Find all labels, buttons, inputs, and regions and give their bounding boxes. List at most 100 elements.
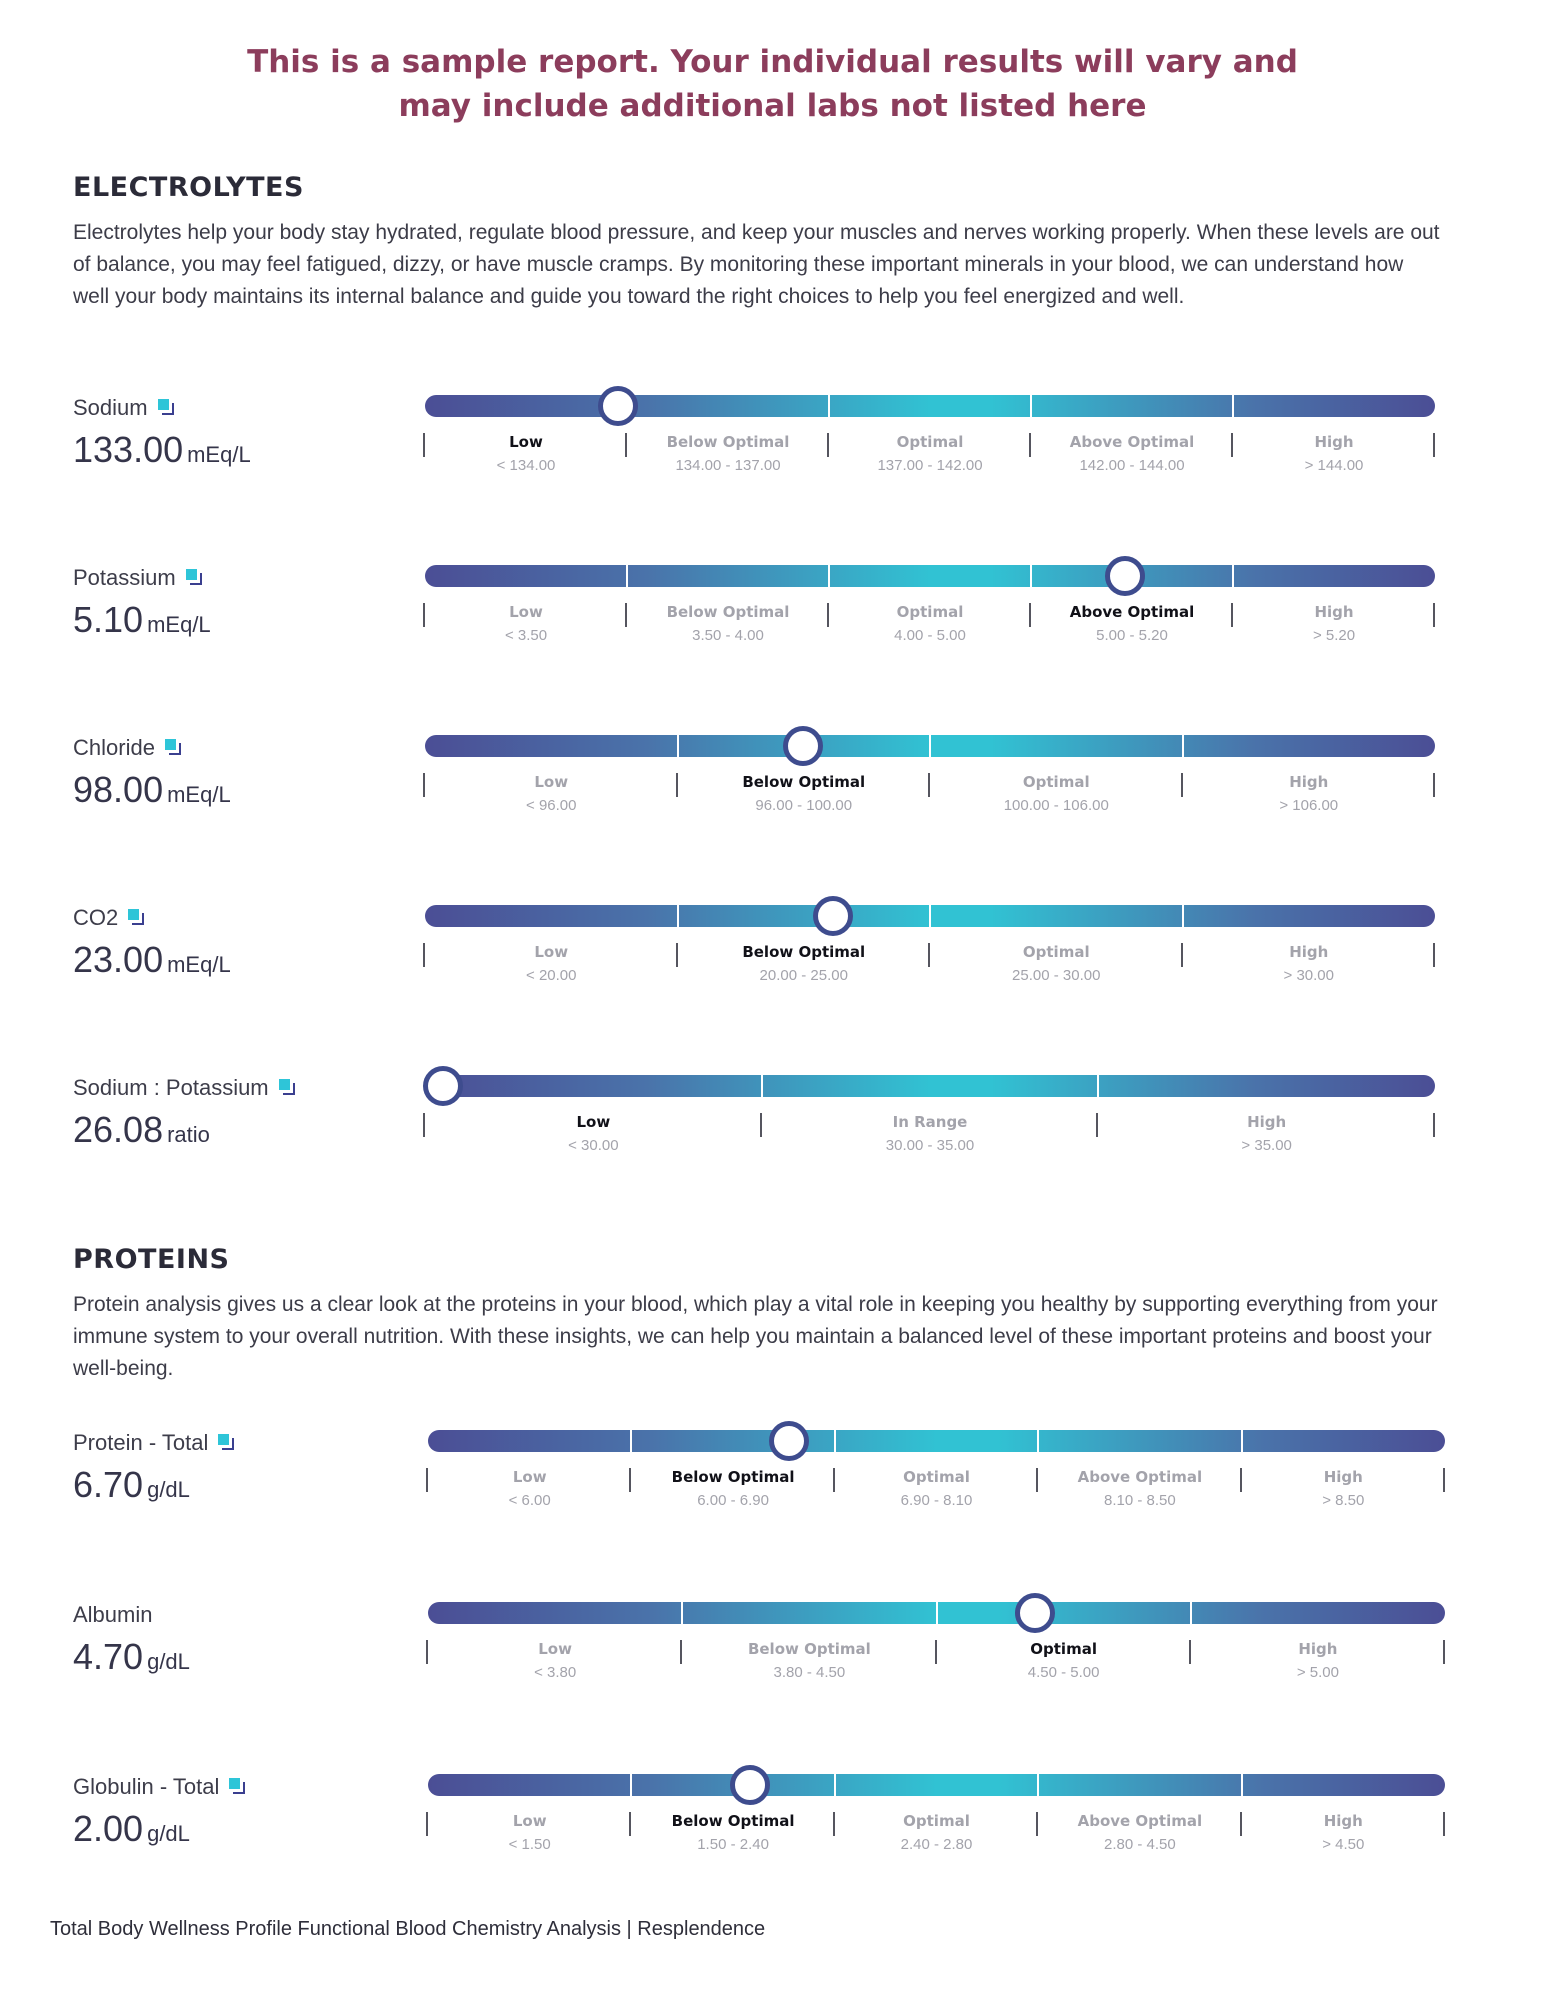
copy-info-icon[interactable]	[185, 569, 204, 587]
copy-info-icon[interactable]	[164, 739, 183, 757]
zone-label: Low	[538, 1640, 572, 1658]
range-zone: Below Optimal 134.00 - 137.00	[627, 433, 829, 474]
lab-marker-row: Sodium : Potassium 26.08 ratio Low < 30.00 In…	[0, 1066, 1545, 1225]
range-bar-divider	[833, 1774, 836, 1796]
range-tick	[1443, 1468, 1445, 1492]
range-bar-divider	[681, 1602, 684, 1624]
copy-info-icon[interactable]	[157, 399, 176, 417]
range-tick	[1231, 603, 1233, 627]
range-bar-divider	[828, 565, 830, 587]
range-tick	[928, 773, 930, 797]
zone-label: Below Optimal	[742, 773, 866, 791]
range-bar-divider	[676, 905, 679, 927]
zone-range: 4.00 - 5.00	[894, 627, 966, 644]
lab-value: 133.00 mEq/L	[73, 429, 251, 471]
range-zone: Above Optimal 2.80 - 4.50	[1038, 1812, 1241, 1853]
range-zone: Above Optimal 142.00 - 144.00	[1031, 433, 1233, 474]
lab-value: 5.10 mEq/L	[73, 599, 211, 641]
range-bar-divider	[1037, 1774, 1040, 1796]
lab-marker-row: CO2 23.00 mEq/L Low < 20.00 Below Optimal 20.0…	[0, 896, 1545, 1055]
section-proteins: PROTEINS Protein analysis gives us a cle…	[73, 1244, 1473, 1385]
lab-unit: mEq/L	[187, 442, 251, 467]
zone-range: > 30.00	[1283, 967, 1334, 984]
zone-label: Optimal	[1022, 943, 1090, 961]
range-tick	[423, 603, 425, 627]
zone-range: < 3.80	[534, 1664, 577, 1681]
zone-label: Low	[509, 433, 543, 451]
zone-range: 2.40 - 2.80	[900, 1836, 973, 1853]
zone-range: 3.50 - 4.00	[692, 627, 764, 644]
range-zone: Low < 96.00	[425, 773, 678, 814]
range-zone: Below Optimal 20.00 - 25.00	[678, 943, 931, 984]
range-zone: Optimal 6.90 - 8.10	[835, 1468, 1038, 1509]
zone-label: Low	[534, 943, 569, 961]
lab-value: 4.70 g/dL	[73, 1636, 190, 1678]
lab-marker-row: Potassium 5.10 mEq/L Low < 3.50 Below Optimal…	[0, 556, 1545, 715]
range-tick	[1036, 1468, 1039, 1492]
range-bar	[425, 1075, 1435, 1097]
zone-label: High	[1247, 1113, 1287, 1131]
zone-label: High	[1323, 1812, 1363, 1830]
range-tick	[625, 603, 627, 627]
range-tick	[1239, 1468, 1242, 1492]
lab-value: 98.00 mEq/L	[73, 769, 231, 811]
zone-range: > 106.00	[1279, 797, 1339, 814]
copy-info-icon[interactable]	[218, 1434, 236, 1452]
range-tick	[1433, 603, 1435, 627]
copy-info-icon[interactable]	[229, 1778, 247, 1796]
zone-label: Optimal	[896, 603, 964, 621]
lab-unit: mEq/L	[167, 782, 231, 807]
zone-range: > 5.00	[1296, 1664, 1339, 1681]
lab-name-label: CO2	[73, 905, 119, 930]
range-bar	[428, 1602, 1445, 1624]
lab-value-number: 98.00	[73, 769, 164, 810]
lab-name: Sodium	[73, 395, 176, 421]
zone-range: 8.10 - 8.50	[1104, 1492, 1176, 1509]
lab-value-number: 23.00	[73, 939, 164, 980]
zone-range: 2.80 - 4.50	[1104, 1836, 1176, 1853]
range-tick	[827, 433, 829, 457]
range-tick	[1443, 1640, 1445, 1664]
lab-value-number: 2.00	[73, 1808, 144, 1849]
range-zone: In Range 30.00 - 35.00	[762, 1113, 1099, 1154]
range-tick	[426, 1812, 428, 1836]
range-bar	[428, 1430, 1445, 1452]
lab-value: 23.00 mEq/L	[73, 939, 231, 981]
range-tick	[832, 1468, 835, 1492]
range-zone: Below Optimal 3.80 - 4.50	[682, 1640, 936, 1681]
range-bar-divider	[833, 1430, 836, 1452]
zone-range: 1.50 - 2.40	[697, 1836, 769, 1853]
zone-range: < 30.00	[568, 1137, 619, 1154]
range-tick	[827, 603, 829, 627]
range-tick	[832, 1812, 835, 1836]
copy-info-icon[interactable]	[128, 909, 146, 927]
zone-range: < 20.00	[526, 967, 577, 984]
range-tick	[1029, 603, 1031, 627]
lab-name: Protein - Total	[73, 1430, 236, 1456]
zone-label: Optimal	[1022, 773, 1090, 791]
section-title: PROTEINS	[73, 1244, 230, 1275]
result-marker	[1014, 1593, 1055, 1633]
lab-unit: ratio	[167, 1122, 210, 1147]
lab-name: Potassium	[73, 565, 204, 591]
zone-label: High	[1314, 433, 1354, 451]
section-description: Protein analysis gives us a clear look a…	[73, 1293, 1438, 1380]
range-tick	[1433, 943, 1435, 967]
zone-label: Above Optimal	[1077, 1468, 1203, 1486]
section-electrolytes: ELECTROLYTES Electrolytes help your body…	[73, 172, 1473, 313]
range-bar-divider	[1030, 565, 1032, 587]
zone-range: > 8.50	[1322, 1492, 1365, 1509]
zone-range: 96.00 - 100.00	[755, 797, 853, 814]
range-zone: Above Optimal 8.10 - 8.50	[1038, 1468, 1241, 1509]
range-zone: Low < 134.00	[425, 433, 627, 474]
lab-unit: mEq/L	[167, 952, 231, 977]
zone-range: 137.00 - 142.00	[877, 457, 983, 474]
zone-label: Optimal	[903, 1812, 970, 1830]
zone-label: Below Optimal	[671, 1468, 795, 1486]
zone-range: < 6.00	[508, 1492, 551, 1509]
lab-name: Albumin	[73, 1602, 152, 1628]
copy-info-icon[interactable]	[278, 1079, 297, 1097]
zone-range: 142.00 - 144.00	[1079, 457, 1185, 474]
range-tick	[934, 1640, 937, 1664]
lab-value-number: 133.00	[73, 429, 184, 470]
